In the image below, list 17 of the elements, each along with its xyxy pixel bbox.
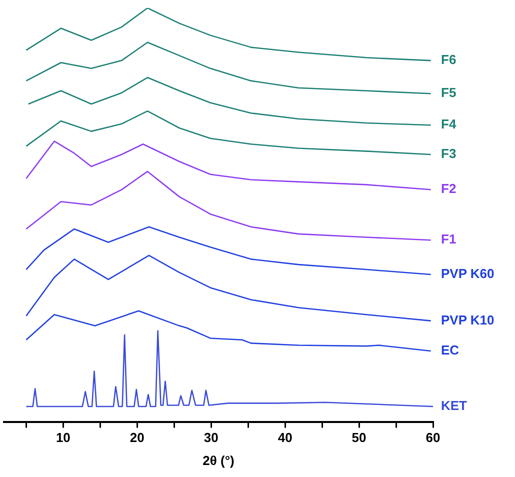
series-label: F2 (441, 181, 456, 196)
x-tick-label: 60 (426, 430, 440, 446)
x-axis-title: 2θ (°) (202, 452, 234, 468)
series-label: PVP K10 (441, 312, 494, 328)
x-tick-label: 50 (352, 430, 366, 446)
series-label: F4 (441, 116, 457, 132)
series-label: F6 (441, 52, 456, 68)
series-label: PVP K60 (441, 266, 494, 282)
series-label: F5 (441, 85, 456, 100)
series-label: EC (441, 342, 460, 358)
series-label: KET (441, 398, 468, 414)
x-tick-label: 10 (56, 430, 70, 446)
x-tick-label: 20 (130, 430, 144, 446)
x-tick-label: 40 (278, 430, 292, 446)
x-tick-label: 30 (204, 430, 218, 446)
series-label: F3 (441, 146, 456, 162)
series-label: F1 (441, 232, 456, 247)
